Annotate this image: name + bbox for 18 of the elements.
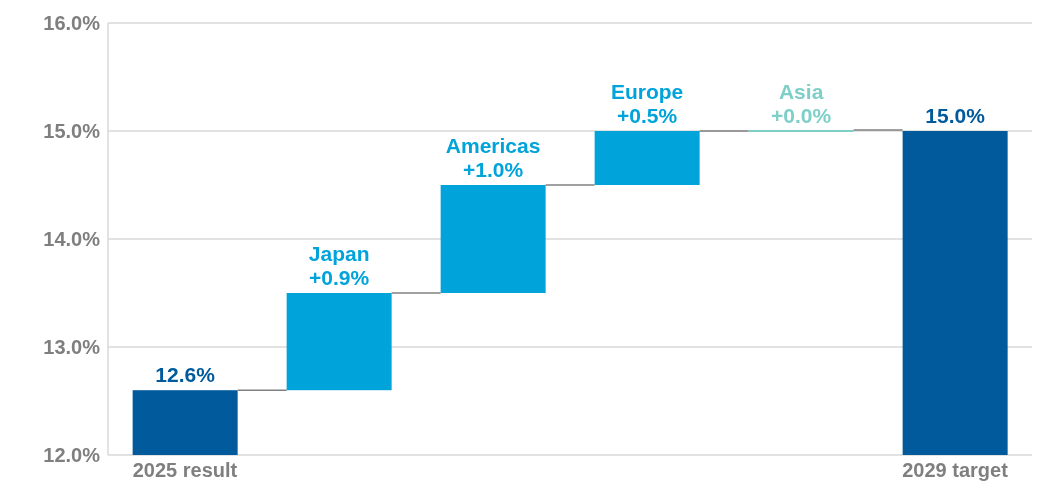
y-tick-label: 14.0%	[43, 228, 101, 251]
data-label: 15.0%	[925, 104, 986, 127]
data-label: Americas +1.0%	[445, 134, 541, 181]
y-tick-label: 13.0%	[43, 336, 101, 359]
bar	[132, 390, 238, 455]
x-tick-label: 2029 target	[902, 459, 1009, 482]
data-label: Asia +0.0%	[771, 80, 832, 127]
bar	[286, 293, 392, 391]
y-tick-label: 16.0%	[43, 12, 101, 35]
bar	[594, 131, 700, 185]
y-tick-label: 12.0%	[43, 444, 101, 467]
bar	[902, 131, 1008, 455]
bar	[440, 185, 546, 293]
x-tick-label: 2025 result	[132, 459, 238, 482]
data-label: Europe +0.5%	[610, 80, 684, 127]
data-label: 12.6%	[155, 363, 216, 387]
data-label: Japan +0.9%	[308, 242, 370, 289]
y-tick-label: 15.0%	[43, 120, 101, 143]
